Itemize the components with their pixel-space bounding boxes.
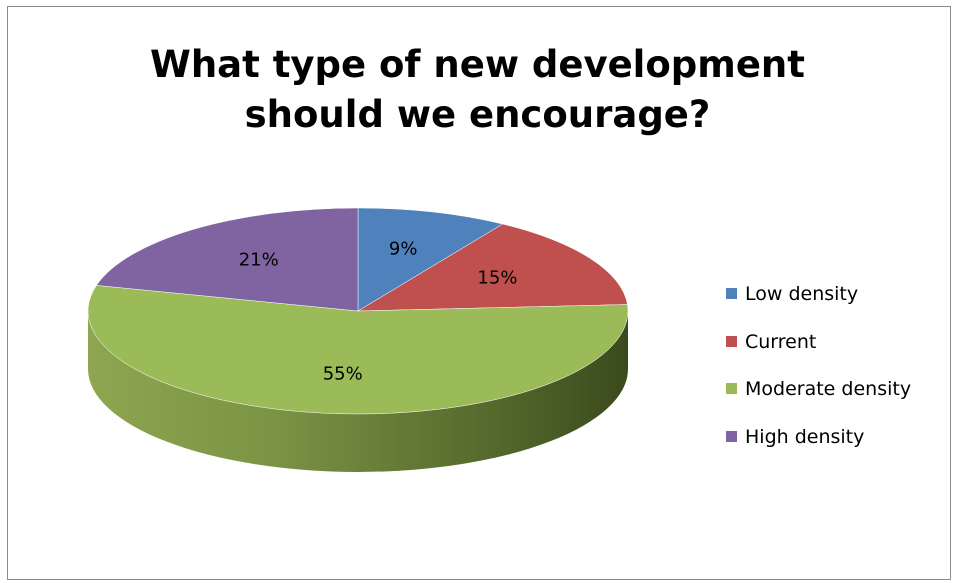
legend-label-low-density: Low density [745,283,859,305]
pie-slice-low-density [357,207,504,312]
chart-title-line-1: What type of new development [150,43,805,86]
legend-label-high-density: High density [745,425,865,448]
legend-swatch-moderate-density [726,383,737,394]
legend-item-moderate-density: Moderate density [726,376,911,424]
chart-title-line-2: should we encourage? [244,93,711,136]
legend-label-moderate-density: Moderate density [745,378,912,400]
legend-swatch-high-density [726,430,737,442]
pie-label-low-density: 9% [389,239,418,260]
pie-slice-high-density [96,207,359,312]
pie-side-moderate-density [88,311,628,472]
legend-item-current: Current [726,329,911,377]
pie-slice-moderate-density [87,285,629,415]
legend: Low density Current Moderate density Hig… [726,281,911,471]
legend-label-current: Current [745,330,817,353]
legend-swatch-current [726,335,737,347]
pie-label-moderate-density: 55% [323,364,363,385]
legend-item-high-density: High density [726,424,911,472]
legend-item-low-density: Low density [726,281,911,329]
pie-slice-current [357,223,628,312]
pie-label-current: 15% [477,267,517,288]
pie-label-high-density: 21% [239,250,279,271]
chart-title: What type of new development should we e… [0,40,955,140]
legend-swatch-low-density [726,288,737,299]
